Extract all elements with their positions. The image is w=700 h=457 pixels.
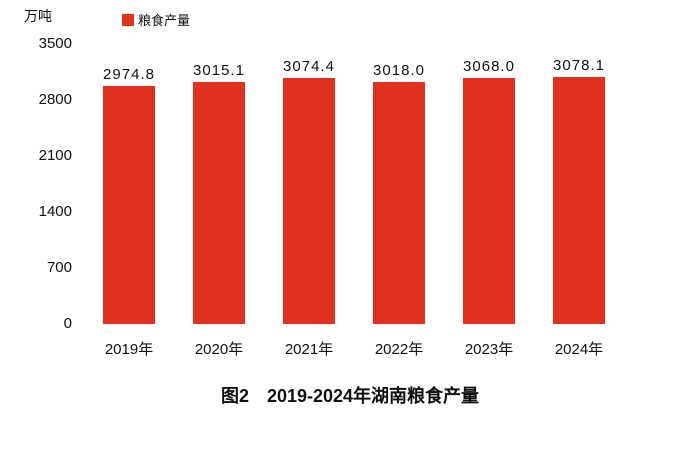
legend-swatch-icon bbox=[122, 13, 134, 26]
bar-value-label: 3015.1 bbox=[193, 62, 245, 80]
x-axis-tick-label: 2021年 bbox=[284, 341, 334, 358]
bar-value-label: 3078.1 bbox=[553, 57, 605, 75]
y-axis-tick-label: 3500 bbox=[38, 34, 72, 52]
x-axis-tick-label: 2022年 bbox=[374, 341, 424, 358]
x-axis-tick-label: 2019年 bbox=[104, 341, 154, 358]
bar bbox=[103, 85, 155, 324]
bar-value-label: 2974.8 bbox=[103, 65, 155, 83]
x-axis-tick-label: 2020年 bbox=[194, 341, 244, 358]
bar-value-label: 3018.0 bbox=[373, 62, 425, 80]
bar-value-label: 3074.4 bbox=[283, 57, 335, 75]
y-axis-tick-label: 0 bbox=[63, 315, 72, 332]
bar bbox=[283, 77, 335, 324]
y-axis-tick-label: 700 bbox=[46, 258, 72, 276]
y-axis-unit-label: 万吨 bbox=[24, 8, 52, 24]
y-axis-tick-label: 2800 bbox=[38, 90, 72, 108]
x-axis-tick-label: 2023年 bbox=[464, 341, 514, 358]
legend-label: 粮食产量 bbox=[138, 13, 191, 28]
legend: 粮食产量 bbox=[122, 10, 190, 29]
chart-title: 图2 2019-2024年湖南粮食产量 bbox=[220, 386, 480, 406]
bar bbox=[193, 82, 245, 324]
x-axis-tick-label: 2024年 bbox=[554, 341, 604, 358]
bar bbox=[553, 77, 605, 324]
y-axis-tick-label: 1400 bbox=[38, 202, 72, 220]
bar bbox=[373, 82, 425, 324]
y-axis-tick-label: 2100 bbox=[38, 146, 72, 164]
bar bbox=[463, 78, 515, 324]
bar-value-label: 3068.0 bbox=[463, 58, 515, 76]
